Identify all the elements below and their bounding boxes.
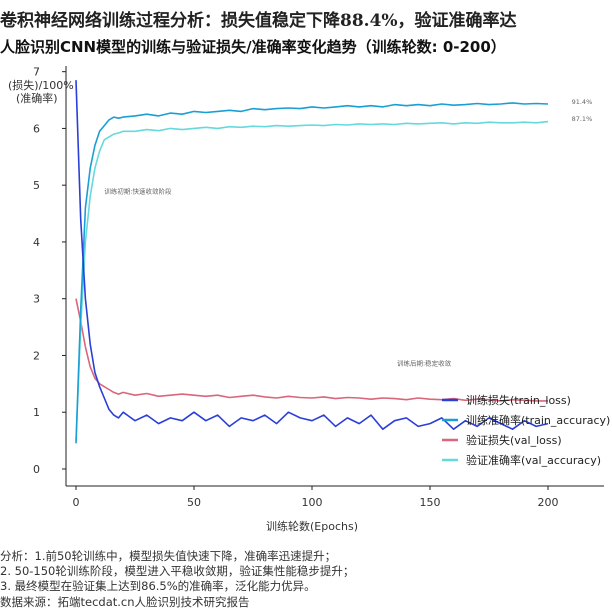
annotation-1: 训练后期:稳定收敛 xyxy=(397,359,452,368)
x-tick-label: 0 xyxy=(73,496,80,509)
annotation-0: 训练初期:快速收敛阶段 xyxy=(104,187,172,196)
series-line-3 xyxy=(75,120,549,441)
y-axis-label-line2: (准确率) xyxy=(16,91,58,105)
y-tick-label: 1 xyxy=(33,406,40,419)
line-chart: 0 1 2 3 4 5 6 7 0 50 100 150 200 (损失)/100%(准确率) 训练轮数(E… xyxy=(8,66,610,533)
analysis-note-1: 分析：1.前50轮训练中，模型损失值快速下降，准确率迅速提升； xyxy=(0,549,337,563)
y-tick-label: 4 xyxy=(33,236,40,249)
chart-title: 卷积神经网络训练过程分析：损失值稳定下降88.4%，验证准确率达 xyxy=(0,11,517,31)
y-tick-label: 3 xyxy=(33,293,40,306)
x-axis-label: 训练轮数(Epochs) xyxy=(266,519,358,533)
legend-entry-1: 训练准确率(train_accuracy) xyxy=(466,413,610,427)
y-tick-label: 6 xyxy=(33,122,40,135)
data-source: 数据来源：拓端tecdat.cn人脸识别技术研究报告 xyxy=(0,595,250,609)
x-tick-label: 150 xyxy=(420,496,441,509)
series-line-0 xyxy=(75,80,549,431)
analysis-note-2: 2. 50-150轮训练阶段，模型进入平稳收敛期，验证集性能稳步提升； xyxy=(0,564,355,578)
y-axis-label: (损失)/100% xyxy=(8,78,74,92)
analysis-note-3: 3. 最终模型在验证集上达到86.5%的准确率，泛化能力优异。 xyxy=(0,579,316,593)
chart-subtitle: 人脸识别CNN模型的训练与验证损失/准确率变化趋势（训练轮数: 0-200） xyxy=(0,38,506,56)
legend-entry-0: 训练损失(train_loss) xyxy=(466,393,571,407)
annotation-2: 91.4% xyxy=(572,98,593,106)
legend-entry-3: 验证准确率(val_accuracy) xyxy=(466,453,601,467)
series-line-1 xyxy=(75,102,549,444)
y-tick-label: 2 xyxy=(33,349,40,362)
legend-entry-2: 验证损失(val_loss) xyxy=(466,433,562,447)
x-tick-label: 50 xyxy=(187,496,201,509)
y-tick-label: 7 xyxy=(33,66,40,79)
annotation-3: 87.1% xyxy=(572,115,593,123)
y-tick-label: 5 xyxy=(33,179,40,192)
y-tick-label: 0 xyxy=(33,463,40,476)
x-tick-label: 200 xyxy=(538,496,559,509)
series-line-2 xyxy=(75,298,548,402)
x-tick-label: 100 xyxy=(302,496,323,509)
